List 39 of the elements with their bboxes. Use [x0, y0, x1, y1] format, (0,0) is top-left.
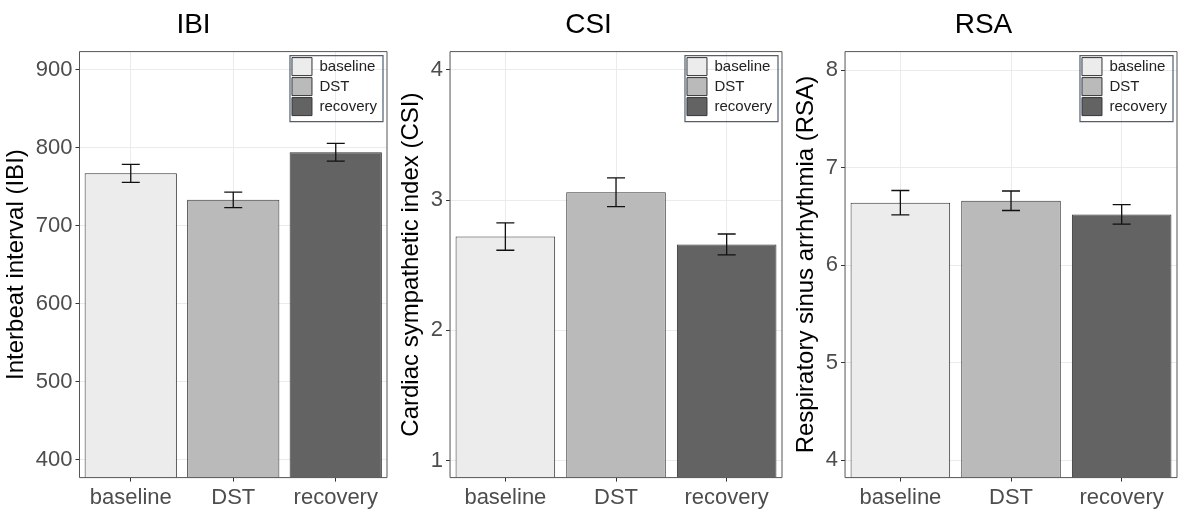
chart-title: IBI: [176, 7, 211, 39]
x-tick-label: DST: [211, 483, 256, 509]
legend-label: baseline: [1109, 56, 1166, 74]
legend-label: DST: [714, 76, 745, 94]
x-tick-label: baseline: [859, 483, 942, 509]
y-tick-label: 900: [35, 55, 73, 81]
chart-title: CSI: [565, 7, 612, 39]
y-tick-label: 7: [825, 153, 839, 179]
y-tick-label: 800: [35, 133, 73, 159]
y-tick-label: 2: [430, 316, 444, 342]
y-tick-label: 6: [825, 251, 839, 277]
legend-label: recovery: [714, 96, 773, 114]
x-tick-label: baseline: [464, 483, 547, 509]
legend-label: recovery: [1109, 96, 1168, 114]
chart-title: RSA: [954, 7, 1013, 39]
y-tick-label: 400: [35, 445, 73, 471]
x-tick-label: baseline: [89, 483, 172, 509]
y-tick-label: 600: [35, 289, 73, 315]
x-tick-label: DST: [989, 483, 1034, 509]
x-tick-label: recovery: [1079, 483, 1164, 509]
y-tick-label: 4: [825, 446, 839, 472]
legend-label: baseline: [714, 56, 771, 74]
x-tick-label: recovery: [293, 483, 378, 509]
y-tick-label: 700: [35, 211, 73, 237]
y-tick-label: 4: [430, 55, 444, 81]
y-tick-label: 5: [825, 348, 839, 374]
y-tick-label: 3: [430, 186, 444, 212]
x-tick-label: DST: [594, 483, 639, 509]
x-tick-label: recovery: [684, 483, 769, 509]
y-axis-title: Respiratory sinus arrhythmia (RSA): [791, 75, 819, 454]
legend-label: recovery: [319, 96, 378, 114]
y-axis-title: Interbeat interval (IBI): [1, 149, 29, 380]
y-tick-label: 8: [825, 56, 839, 82]
y-tick-label: 1: [430, 446, 444, 472]
y-tick-label: 500: [35, 367, 73, 393]
y-axis-title: Cardiac sympathetic index (CSI): [396, 92, 424, 437]
legend-label: DST: [319, 76, 350, 94]
legend-label: DST: [1109, 76, 1140, 94]
legend-label: baseline: [319, 56, 376, 74]
